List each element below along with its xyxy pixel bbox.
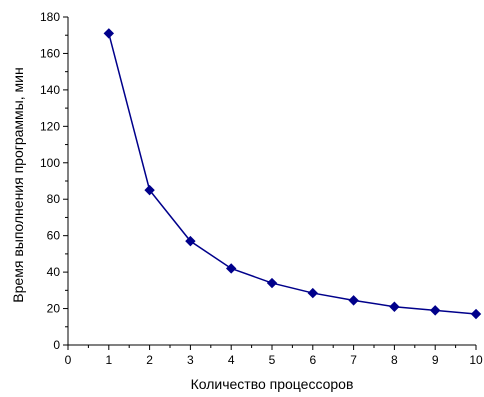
data-point-marker bbox=[144, 184, 155, 196]
x-tick-label: 3 bbox=[187, 353, 194, 367]
y-tick-label: 140 bbox=[40, 83, 60, 97]
data-point-marker bbox=[307, 287, 319, 299]
axes bbox=[67, 17, 476, 346]
y-tick-label: 60 bbox=[47, 229, 61, 243]
x-tick-label: 6 bbox=[309, 353, 316, 367]
series bbox=[103, 28, 482, 320]
data-point-marker bbox=[225, 263, 237, 274]
y-tick-label: 80 bbox=[47, 192, 61, 206]
x-tick-label: 9 bbox=[432, 353, 439, 367]
data-point-marker bbox=[185, 235, 196, 247]
x-axis-title: Количество процессоров bbox=[191, 376, 354, 392]
data-point-marker bbox=[429, 305, 441, 316]
x-tick-label: 1 bbox=[105, 353, 112, 367]
data-point-marker bbox=[348, 295, 359, 306]
data-point-marker bbox=[103, 28, 115, 39]
x-tick-label: 10 bbox=[469, 353, 483, 367]
x-tick-label: 8 bbox=[391, 353, 398, 367]
y-tick-label: 0 bbox=[53, 338, 60, 352]
series-line bbox=[108, 33, 477, 315]
x-tick-label: 4 bbox=[228, 353, 235, 367]
y-tick-label: 180 bbox=[40, 10, 60, 24]
y-tick-label: 20 bbox=[47, 302, 61, 316]
data-point-marker bbox=[389, 301, 400, 312]
y-tick-label: 120 bbox=[40, 119, 60, 133]
y-tick-label: 40 bbox=[47, 265, 61, 279]
x-tick-label: 0 bbox=[65, 353, 72, 367]
x-tick-label: 2 bbox=[146, 353, 153, 367]
x-tick-label: 7 bbox=[350, 353, 357, 367]
data-point-marker bbox=[266, 277, 278, 289]
data-point-marker bbox=[470, 308, 482, 320]
ticks: 0 20 40 60 80 100 120 140 160 180 0 1 2 3 4 5 6 7 8 9 10 bbox=[40, 10, 483, 367]
y-tick-label: 100 bbox=[40, 156, 60, 170]
y-axis-title: Время выполнения программы, мин bbox=[10, 67, 26, 302]
x-tick-label: 5 bbox=[269, 353, 276, 367]
y-tick-label: 160 bbox=[40, 46, 60, 60]
